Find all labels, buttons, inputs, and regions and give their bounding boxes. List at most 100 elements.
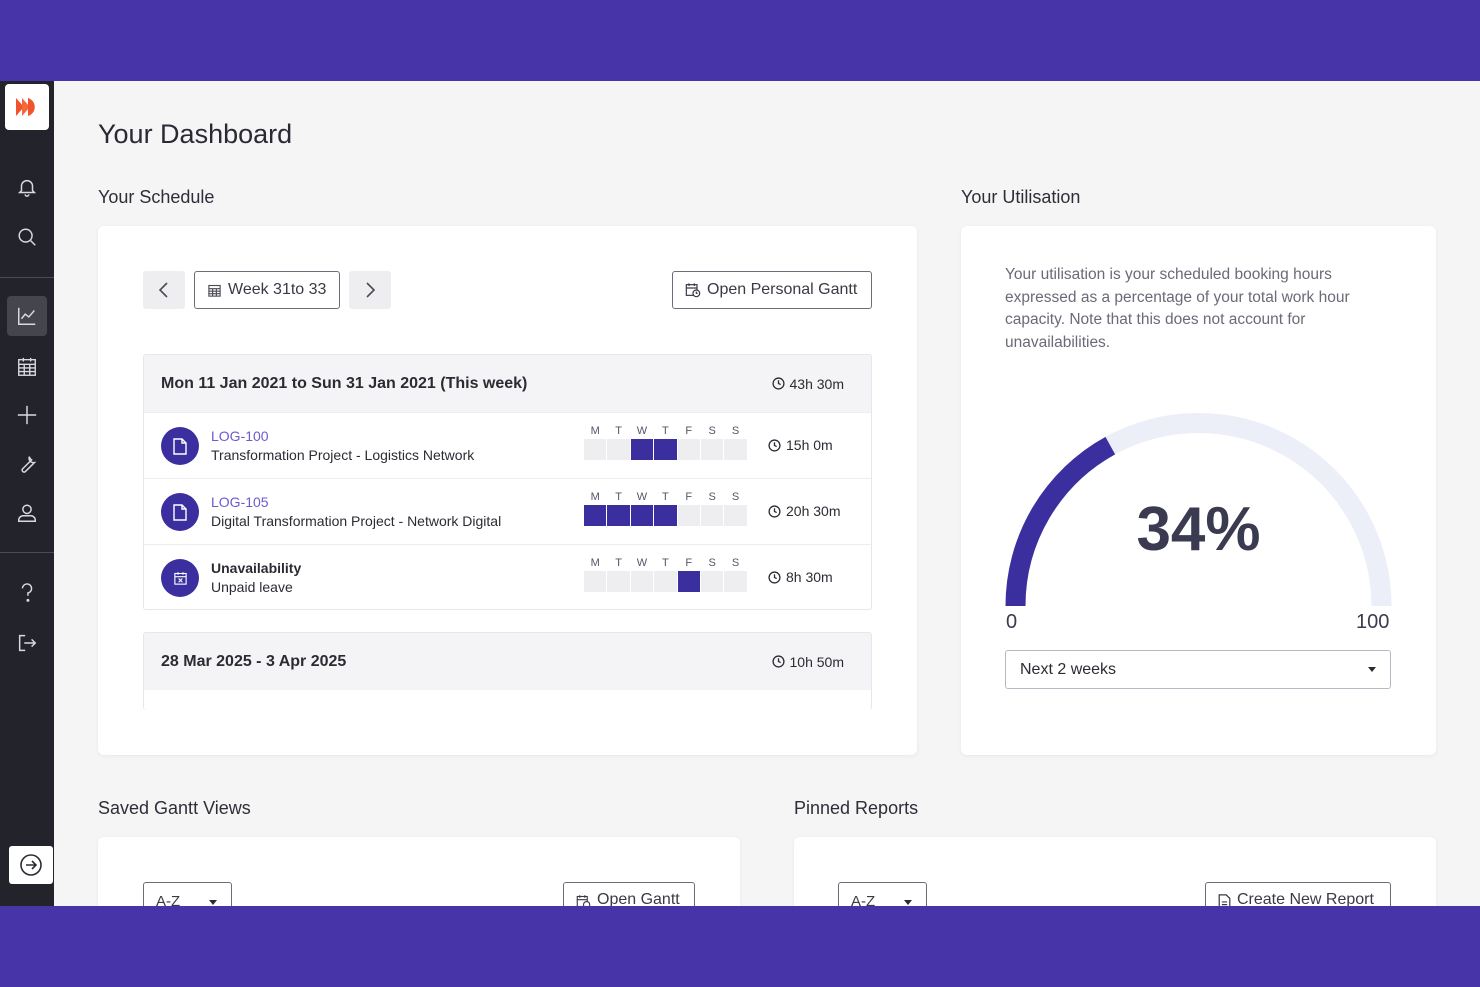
day-cell-empty	[654, 571, 677, 592]
week-picker-button[interactable]: Week 31to 33	[194, 271, 340, 309]
utilisation-percent: 34%	[1136, 495, 1261, 564]
sidebar	[0, 81, 54, 906]
day-cell-empty	[677, 439, 700, 460]
saved-gantt-card: A-Z Open Gantt	[98, 837, 740, 906]
project-name: Transformation Project - Logistics Netwo…	[211, 447, 475, 463]
wrench-icon[interactable]	[7, 444, 47, 484]
day-letter: F	[685, 425, 693, 437]
week-group: 28 Mar 2025 - 3 Apr 2025 10h 50m	[143, 632, 872, 710]
row-hours: 15h 0m	[768, 437, 833, 453]
analytics-icon[interactable]	[7, 296, 47, 336]
schedule-row[interactable]: LOG-105 Digital Transformation Project -…	[144, 478, 871, 544]
day-cell-booked	[630, 439, 654, 460]
day-cell-empty	[607, 571, 630, 592]
day-cell-empty	[700, 571, 724, 592]
week-total-hours: 43h 30m	[789, 375, 844, 392]
day-cell-booked	[630, 505, 654, 526]
sort-value: A-Z	[156, 893, 181, 906]
calendar-icon[interactable]	[7, 347, 47, 387]
day-letter: S	[708, 491, 716, 503]
chevron-right-icon	[366, 282, 376, 298]
logout-icon[interactable]	[7, 623, 47, 663]
week-total: 43h 30m	[771, 375, 844, 392]
pinned-reports-sort-select[interactable]: A-Z	[838, 882, 927, 906]
report-icon	[1218, 894, 1231, 906]
project-code-link[interactable]: LOG-100	[211, 428, 269, 444]
gauge-min-label: 0	[1006, 611, 1018, 633]
day-cell-empty	[724, 571, 747, 592]
day-cell-booked	[584, 505, 607, 526]
day-letter: T	[662, 491, 669, 503]
calendar-x-icon	[161, 559, 199, 597]
day-letter: W	[636, 557, 648, 569]
document-icon	[161, 493, 199, 531]
saved-gantt-sort-select[interactable]: A-Z	[143, 882, 232, 906]
open-gantt-button[interactable]: Open Gantt	[563, 882, 695, 906]
clock-icon	[771, 655, 785, 668]
week-group: Mon 11 Jan 2021 to Sun 31 Jan 2021 (This…	[143, 354, 872, 610]
project-code-link[interactable]: LOG-105	[211, 494, 269, 510]
search-icon[interactable]	[7, 217, 47, 257]
chevron-left-icon	[158, 282, 168, 298]
create-new-report-label: Create New Report	[1237, 891, 1374, 906]
schedule-row[interactable]: Unavailability Unpaid leave M T W T F S S 8h 3…	[144, 544, 871, 609]
open-gantt-label: Open Gantt	[597, 891, 680, 906]
day-letter: M	[590, 425, 600, 437]
day-cell-empty	[677, 505, 700, 526]
document-icon	[161, 427, 199, 465]
sort-value: A-Z	[851, 893, 876, 906]
caret-down-icon	[904, 900, 912, 905]
day-letter: S	[708, 425, 716, 437]
clock-icon	[768, 438, 781, 452]
row-hours-value: 20h 30m	[786, 503, 841, 519]
row-hours-value: 8h 30m	[786, 569, 833, 585]
schedule-row[interactable]: LOG-100 Transformation Project - Logisti…	[144, 412, 871, 478]
calendar-clock-icon	[685, 283, 701, 298]
caret-down-icon	[209, 900, 217, 905]
pinned-reports-card: A-Z Create New Report	[794, 837, 1436, 906]
bell-icon[interactable]	[7, 167, 47, 207]
clock-icon	[768, 504, 781, 518]
sidebar-collapse-button[interactable]	[9, 846, 53, 884]
day-letter: T	[662, 557, 669, 569]
help-icon[interactable]	[7, 573, 47, 613]
calendar-clock-icon	[576, 895, 591, 906]
day-cell-empty	[584, 439, 607, 460]
day-letter: S	[731, 425, 740, 437]
user-icon[interactable]	[7, 493, 47, 533]
utilisation-description: Your utilisation is your scheduled booki…	[1005, 266, 1350, 351]
day-cell-empty	[630, 571, 654, 592]
previous-week-button[interactable]	[143, 271, 185, 309]
arrow-circle-right-icon	[20, 854, 42, 876]
sidebar-divider	[0, 277, 54, 278]
day-letter: F	[685, 557, 693, 569]
row-hours: 8h 30m	[768, 569, 833, 585]
day-letter: S	[731, 557, 740, 569]
period-select[interactable]: Next 2 weeks	[1005, 650, 1391, 689]
utilisation-title: Your Utilisation	[961, 187, 1081, 207]
day-cell-empty	[607, 439, 630, 460]
period-select-value: Next 2 weeks	[1020, 660, 1117, 678]
sidebar-divider	[0, 552, 54, 553]
next-week-button[interactable]	[349, 271, 391, 309]
page-title: Your Dashboard	[98, 119, 293, 149]
day-letter: S	[731, 491, 740, 503]
plus-icon[interactable]	[7, 395, 47, 435]
week-range: Mon 11 Jan 2021 to Sun 31 Jan 2021 (This…	[161, 374, 528, 392]
create-new-report-button[interactable]: Create New Report	[1205, 882, 1391, 906]
clock-icon	[771, 377, 785, 390]
open-personal-gantt-button[interactable]: Open Personal Gantt	[672, 271, 872, 309]
calendar-icon	[208, 284, 221, 297]
clock-icon	[768, 570, 781, 584]
pinned-reports-title: Pinned Reports	[794, 798, 919, 818]
day-letter: M	[590, 557, 600, 569]
day-letter: T	[615, 425, 622, 437]
app-logo[interactable]	[5, 84, 49, 130]
gauge-max-label: 100	[1356, 611, 1390, 633]
day-cell-empty	[584, 571, 607, 592]
week-header: 28 Mar 2025 - 3 Apr 2025 10h 50m	[144, 633, 871, 690]
day-letter: T	[615, 491, 622, 503]
app-window: Your Dashboard Your Schedule Your Utilis…	[0, 81, 1480, 906]
